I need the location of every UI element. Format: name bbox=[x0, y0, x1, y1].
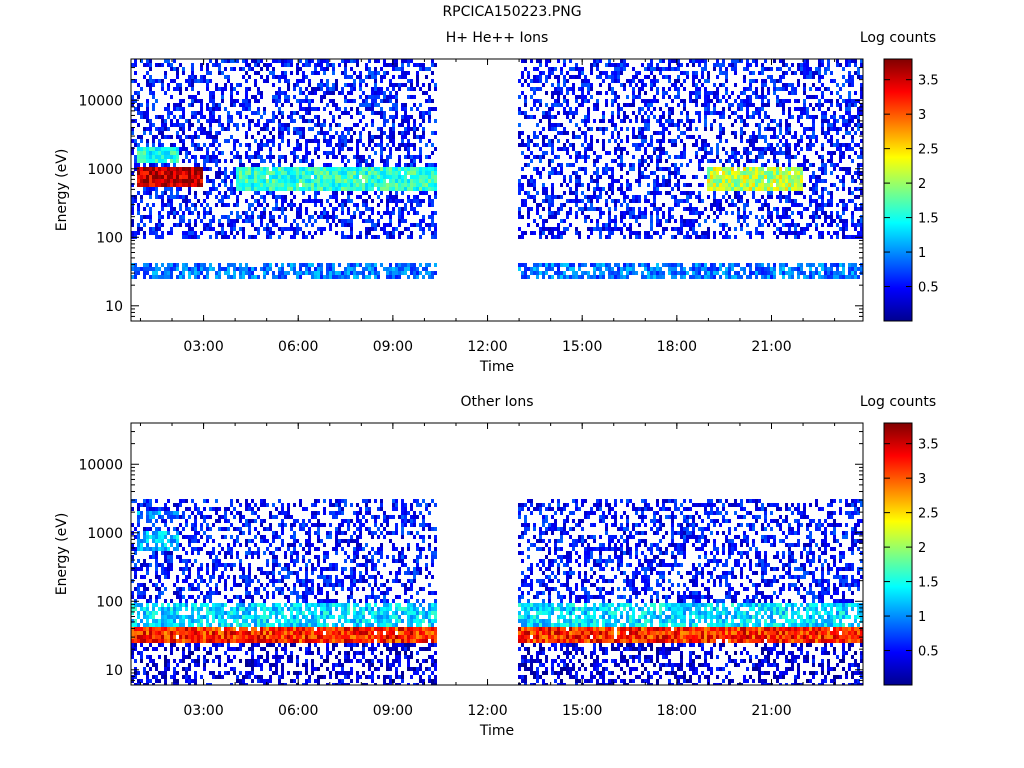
plot-frame bbox=[130, 422, 864, 686]
y-tick-label: 1000 bbox=[87, 526, 123, 542]
x-tick-label: 09:00 bbox=[373, 339, 413, 355]
x-tick-label: 03:00 bbox=[183, 703, 223, 719]
panel-h-he-ions: 03:00 06:00 09:00 12:00 15:00 18:00 21:00 Time 1… bbox=[54, 30, 939, 375]
y-axis-label: Energy (eV) bbox=[54, 513, 70, 596]
y-tick-label: 10000 bbox=[78, 457, 123, 473]
x-axis-label: Time bbox=[479, 359, 514, 375]
colorbar bbox=[883, 58, 913, 322]
x-axis-label: Time bbox=[479, 723, 514, 739]
colorbar-tick-label: 0.5 bbox=[918, 281, 939, 296]
panel-title: Other Ions bbox=[460, 394, 533, 410]
colorbar bbox=[883, 422, 913, 686]
y-tick-label: 100 bbox=[96, 230, 123, 246]
heatmap-cells bbox=[131, 499, 863, 685]
colorbar-tick-label: 1 bbox=[918, 610, 926, 625]
plot-frame bbox=[130, 58, 864, 322]
y-tick-label: 10 bbox=[105, 299, 123, 315]
x-tick-label: 12:00 bbox=[467, 703, 507, 719]
colorbar-tick-label: 3.5 bbox=[918, 438, 939, 453]
colorbar-tick-label: 3.5 bbox=[918, 74, 939, 89]
y-tick-label: 100 bbox=[96, 594, 123, 610]
x-tick-label: 15:00 bbox=[562, 339, 602, 355]
x-tick-label: 12:00 bbox=[467, 339, 507, 355]
colorbar-label: Log counts bbox=[860, 30, 936, 46]
colorbar-label: Log counts bbox=[860, 394, 936, 410]
x-tick-label: 18:00 bbox=[657, 339, 697, 355]
y-tick-label: 10000 bbox=[78, 93, 123, 109]
y-axis-label: Energy (eV) bbox=[54, 149, 70, 232]
x-tick-label: 21:00 bbox=[751, 339, 791, 355]
x-tick-label: 03:00 bbox=[183, 339, 223, 355]
colorbar-tick-label: 2 bbox=[918, 177, 926, 192]
y-tick-label: 1000 bbox=[87, 162, 123, 178]
panel-other-ions: 03:00 06:00 09:00 12:00 15:00 18:00 21:00 Time 1… bbox=[54, 394, 939, 739]
x-tick-label: 06:00 bbox=[278, 703, 318, 719]
colorbar-tick-label: 1.5 bbox=[918, 576, 939, 591]
figure-title: RPCICA150223.PNG bbox=[442, 4, 582, 20]
colorbar-tick-label: 0.5 bbox=[918, 645, 939, 660]
colorbar-tick-label: 1 bbox=[918, 246, 926, 261]
colorbar-tick-label: 2 bbox=[918, 541, 926, 556]
x-tick-label: 18:00 bbox=[657, 703, 697, 719]
colorbar-tick-label: 1.5 bbox=[918, 212, 939, 227]
x-tick-label: 15:00 bbox=[562, 703, 602, 719]
panel-title: H+ He++ Ions bbox=[446, 30, 549, 46]
colorbar-tick-label: 2.5 bbox=[918, 507, 939, 522]
y-tick-label: 10 bbox=[105, 663, 123, 679]
colorbar-tick-label: 2.5 bbox=[918, 143, 939, 158]
colorbar-tick-label: 3 bbox=[918, 472, 926, 487]
x-tick-label: 06:00 bbox=[278, 339, 318, 355]
colorbar-tick-label: 3 bbox=[918, 108, 926, 123]
heatmap-cells bbox=[131, 59, 863, 279]
x-tick-label: 21:00 bbox=[751, 703, 791, 719]
x-tick-label: 09:00 bbox=[373, 703, 413, 719]
